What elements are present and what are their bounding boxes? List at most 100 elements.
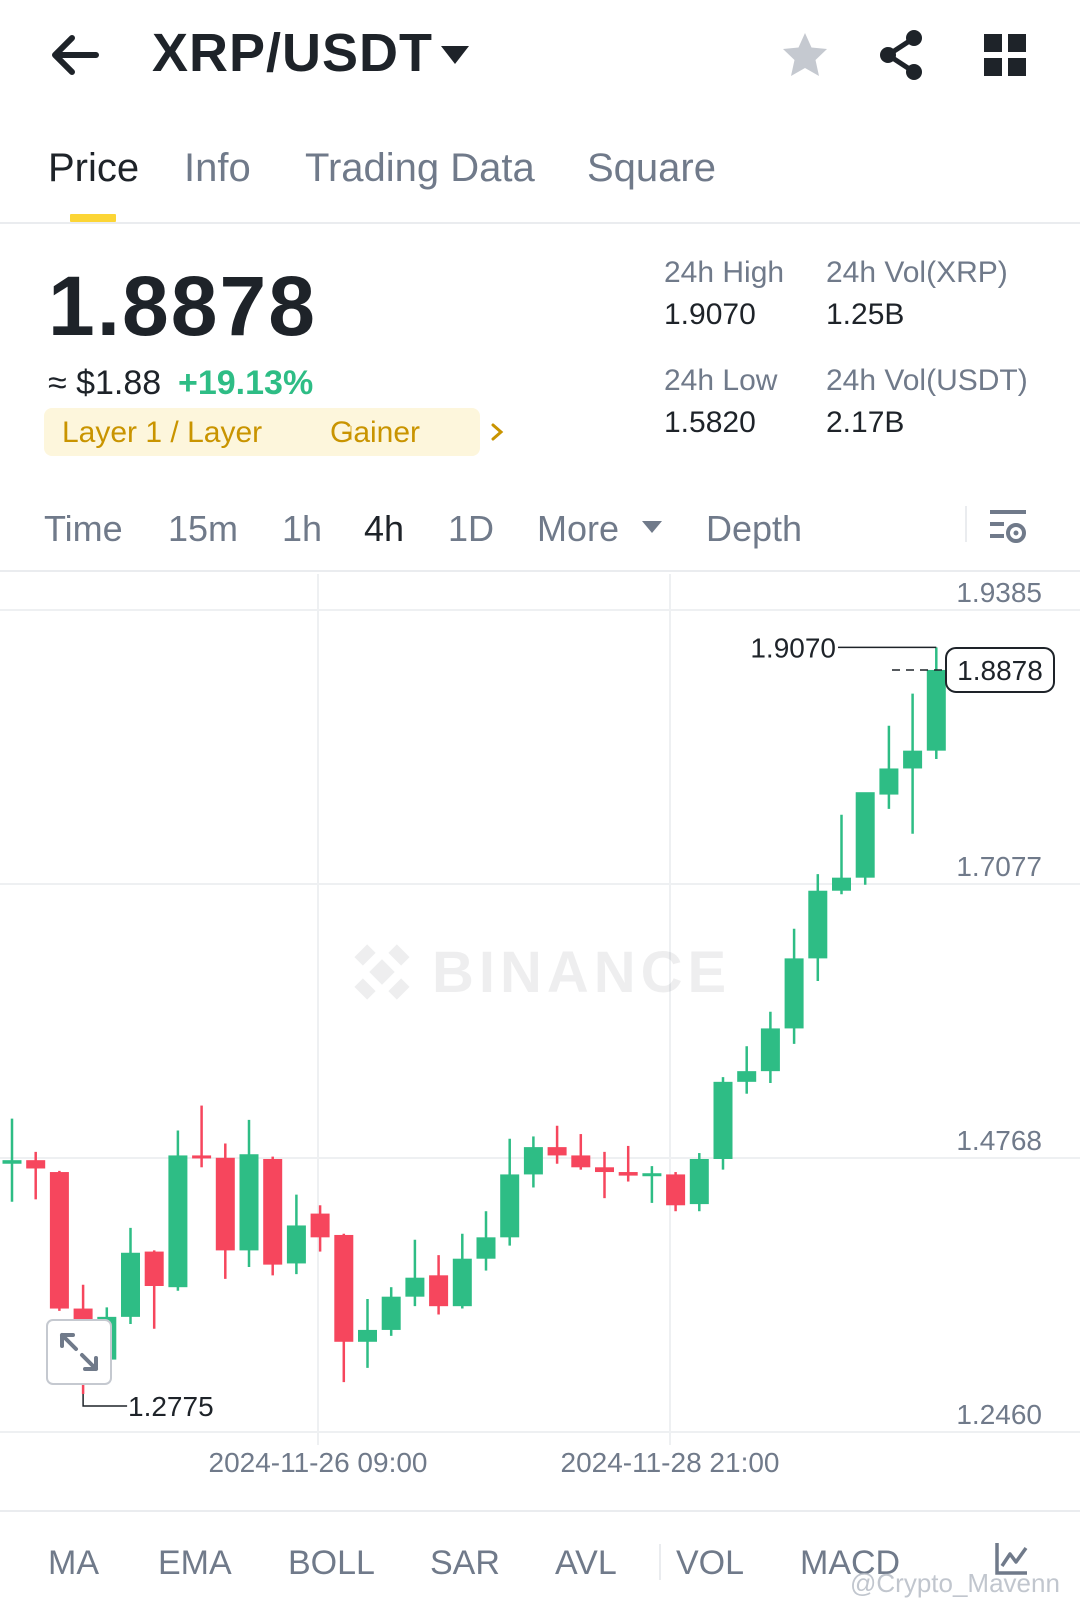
- interval-1h[interactable]: 1h: [282, 508, 323, 549]
- candle: [192, 1105, 212, 1168]
- tab-info[interactable]: Info: [184, 146, 251, 190]
- x-tick-label: 2024-11-26 09:00: [209, 1447, 428, 1478]
- indicator-ma[interactable]: MA: [48, 1544, 99, 1582]
- active-tab-indicator: [70, 214, 116, 222]
- stat-high-value: 1.9070: [664, 298, 756, 331]
- candle-body: [144, 1251, 164, 1286]
- candle: [215, 1143, 235, 1279]
- indicator-settings-icon[interactable]: [994, 1540, 1030, 1576]
- category-tags[interactable]: Layer 1 / Layer Gainer: [44, 408, 504, 456]
- tag-gainer[interactable]: Gainer: [330, 416, 421, 449]
- candle-body: [476, 1237, 496, 1259]
- candle-body: [500, 1174, 520, 1238]
- candle-body: [405, 1277, 425, 1297]
- stat-vol-base-value: 1.25B: [826, 298, 905, 331]
- candle: [784, 928, 804, 1044]
- candle-body: [192, 1155, 212, 1159]
- interval-15m[interactable]: 15m: [168, 508, 239, 549]
- indicator-sar[interactable]: SAR: [430, 1544, 500, 1582]
- candle: [381, 1287, 401, 1336]
- candle-body: [642, 1173, 662, 1177]
- candle-body: [334, 1234, 354, 1342]
- indicator-avl[interactable]: AVL: [555, 1544, 617, 1582]
- candle: [666, 1172, 686, 1212]
- candle-body: [784, 958, 804, 1029]
- candle-body: [286, 1225, 306, 1264]
- candle-body: [618, 1172, 638, 1176]
- y-tick-label: 1.9385: [956, 577, 1042, 608]
- indicator-ema[interactable]: EMA: [158, 1544, 232, 1582]
- tab-square[interactable]: Square: [587, 146, 716, 190]
- interval-depth[interactable]: Depth: [706, 508, 803, 549]
- candle-body: [215, 1157, 235, 1251]
- candle: [168, 1130, 188, 1291]
- star-icon[interactable]: [780, 30, 830, 80]
- candle: [452, 1233, 472, 1309]
- share-icon[interactable]: [876, 28, 926, 82]
- tab-trading-data[interactable]: Trading Data: [305, 146, 535, 190]
- candle-body: [855, 792, 875, 878]
- candle: [879, 725, 899, 809]
- interval-bar: Time 15m 1h 4h 1D More Depth: [0, 480, 1080, 572]
- footer-watermark: @Crypto_Mavenn: [850, 1568, 1060, 1598]
- header: XRP/USDT: [0, 0, 1080, 116]
- stat-vol-quote-label: 24h Vol(USDT): [826, 364, 1028, 397]
- candle-body: [926, 669, 946, 751]
- interval-more[interactable]: More: [537, 508, 620, 549]
- stat-low-value: 1.5820: [664, 406, 756, 439]
- candle-body: [2, 1160, 22, 1164]
- indicator-boll[interactable]: BOLL: [288, 1544, 375, 1582]
- candle-body: [760, 1028, 780, 1072]
- candle-body: [523, 1147, 543, 1175]
- pair-title[interactable]: XRP/USDT: [152, 23, 434, 83]
- candle: [358, 1299, 377, 1368]
- expand-icon: [60, 1333, 98, 1371]
- chevron-right-icon[interactable]: [490, 422, 504, 442]
- candle-body: [689, 1158, 709, 1205]
- candle: [405, 1239, 425, 1307]
- interval-1d[interactable]: 1D: [448, 508, 495, 549]
- indicator-divider: [659, 1544, 661, 1580]
- candle: [713, 1077, 733, 1170]
- tab-price[interactable]: Price: [48, 146, 140, 190]
- candle-body: [547, 1147, 567, 1156]
- candle: [832, 814, 851, 895]
- grid-icon[interactable]: [984, 34, 1026, 76]
- candle: [310, 1205, 330, 1252]
- interval-4h[interactable]: 4h: [364, 508, 405, 549]
- candle-body: [595, 1167, 614, 1173]
- candle-body: [737, 1071, 757, 1082]
- interval-time[interactable]: Time: [44, 508, 123, 549]
- candle: [500, 1138, 520, 1246]
- high-price-marker: 1.9070: [750, 632, 937, 663]
- indicator-macd[interactable]: MACD: [800, 1544, 901, 1582]
- candle: [808, 874, 828, 981]
- more-caret-icon[interactable]: [642, 520, 662, 534]
- back-arrow-icon[interactable]: [48, 30, 104, 80]
- candle: [642, 1166, 662, 1203]
- candle: [926, 647, 946, 759]
- candle: [144, 1250, 164, 1329]
- last-price-label: 1.8878: [957, 655, 1043, 686]
- candle: [855, 792, 875, 885]
- last-price-tag: 1.8878: [892, 646, 1055, 693]
- stat-low-label: 24h Low: [664, 364, 778, 397]
- candle-body: [879, 768, 899, 795]
- candle-body: [26, 1160, 46, 1169]
- candles-group: [2, 647, 946, 1395]
- candlestick-chart[interactable]: BINANCE 1.9385 1.7077 1.4768 1.2460 2024…: [0, 574, 1080, 1534]
- candle: [121, 1227, 140, 1324]
- tag-layer[interactable]: Layer 1 / Layer: [62, 416, 263, 449]
- stat-vol-base-label: 24h Vol(XRP): [826, 256, 1008, 289]
- candle: [49, 1170, 69, 1311]
- y-tick-label: 1.7077: [956, 851, 1042, 882]
- expand-chart-button[interactable]: [46, 1319, 112, 1385]
- candle-body: [808, 890, 828, 959]
- candle: [547, 1125, 567, 1164]
- indicator-bar: MA EMA BOLL SAR AVL VOL MACD @Crypto_Mav…: [0, 1510, 1080, 1602]
- chart-settings-icon[interactable]: [988, 506, 1030, 548]
- candle: [737, 1046, 757, 1094]
- candle: [334, 1233, 354, 1383]
- indicator-vol[interactable]: VOL: [676, 1544, 745, 1582]
- caret-down-icon[interactable]: [440, 44, 470, 66]
